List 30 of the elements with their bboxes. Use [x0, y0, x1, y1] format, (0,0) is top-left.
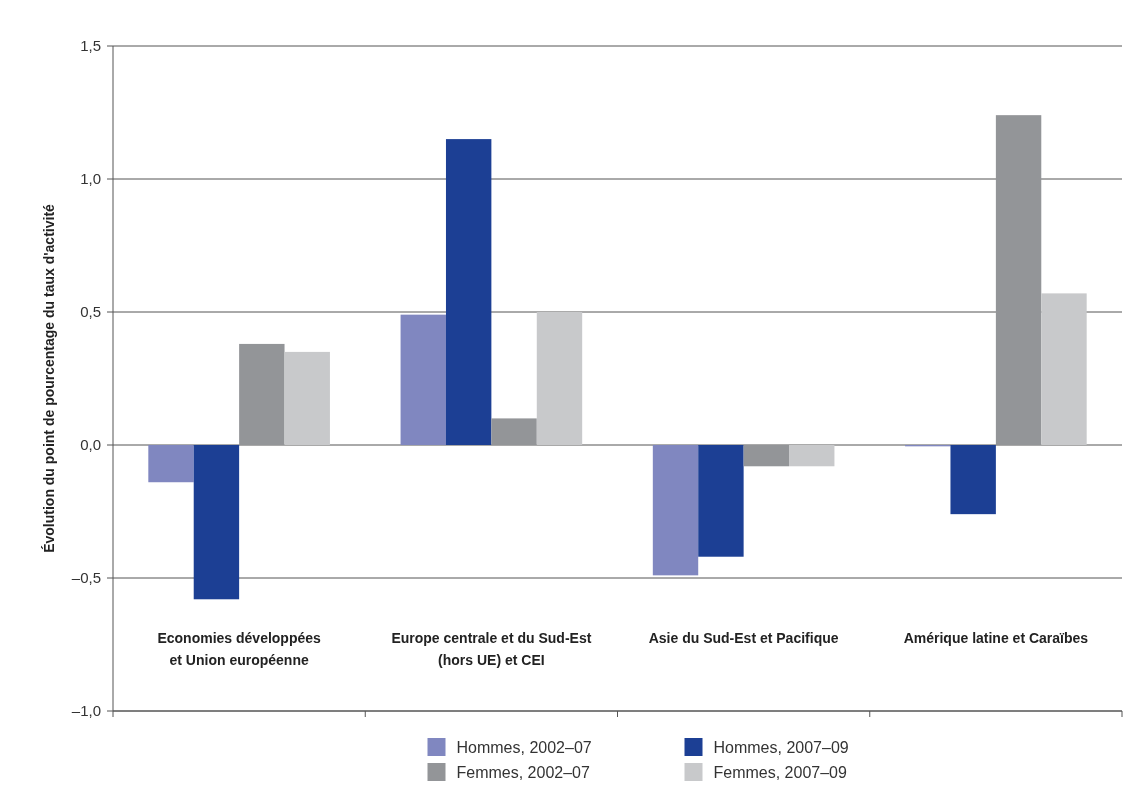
- bar: [491, 418, 537, 445]
- bar: [193, 445, 240, 600]
- bar: [995, 115, 1042, 445]
- y-tick-label: –1,0: [71, 702, 101, 720]
- x-tick-label: Asie du Sud-Est et Pacifique: [648, 630, 839, 646]
- bar: [743, 445, 790, 467]
- bar: [950, 445, 996, 515]
- bar: [1041, 293, 1087, 445]
- bar: [400, 314, 446, 445]
- y-tick-label: 0,0: [80, 436, 101, 454]
- bar: [652, 445, 699, 576]
- legend-label: Hommes, 2007–09: [713, 738, 849, 756]
- x-tick-label: Economies développées et Union européenne: [157, 630, 322, 668]
- bar: [284, 351, 330, 445]
- y-tick-label: 1,5: [80, 37, 101, 55]
- bar: [536, 312, 583, 445]
- y-axis-title: Évolution du point de pourcentage du taux d'activité: [41, 203, 57, 553]
- bar: [789, 445, 835, 467]
- legend-label: Femmes, 2007–09: [713, 763, 848, 781]
- y-tick-label: –0,5: [71, 569, 101, 587]
- bar: [148, 445, 194, 483]
- y-tick-label: 0,5: [80, 303, 101, 321]
- x-tick-label: Amérique latine et Caraïbes: [903, 630, 1089, 646]
- legend-label: Hommes, 2002–07: [456, 738, 592, 756]
- bar: [445, 139, 492, 445]
- legend-label: Femmes, 2002–07: [456, 763, 591, 781]
- y-tick-label: 1,0: [80, 170, 101, 188]
- x-tick-label: Europe centrale et du Sud-Est (hors UE) et CEI: [391, 630, 592, 668]
- bar: [698, 445, 744, 557]
- bar: [239, 343, 285, 445]
